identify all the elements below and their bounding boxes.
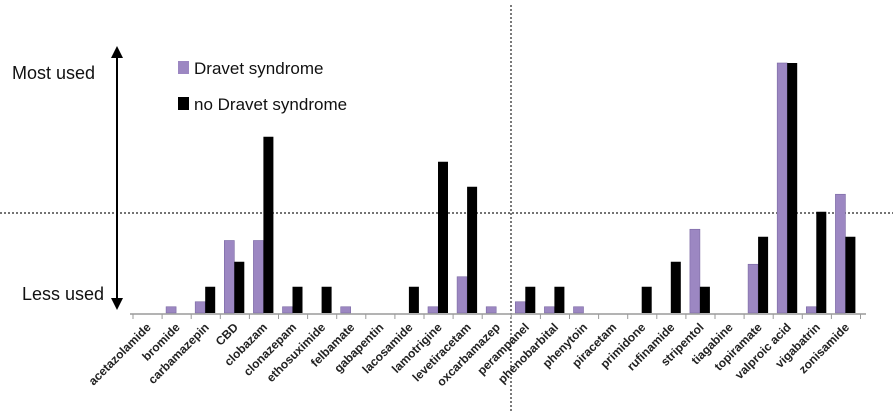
bar-dravet-felbamate [340,306,352,314]
bar-dravet-perampanel [514,301,526,314]
bar-dravet-clobazam [253,240,264,314]
bar-dravet-oxcarbamazep [485,306,497,314]
bar-dravet-levetiracetam [456,276,468,314]
bar-no-dravet-vigabatrin [816,211,827,313]
legend-swatch-dravet [178,61,189,74]
bar-no-dravet-valproic-acid [787,63,798,313]
bar-no-dravet-lamotrigine [438,161,448,313]
bar-no-dravet-perampanel [525,286,536,313]
scale-label-bottom: Less used [22,284,104,304]
bar-dravet-vigabatrin [805,306,817,314]
scale-arrow-top-head [111,46,123,58]
bar-no-dravet-ethosuximide [321,286,332,313]
bar-dravet-topiramate [747,263,759,314]
bar-dravet-cbd [224,240,235,314]
bar-no-dravet-stripentol [699,286,710,313]
bar-dravet-lamotrigine [427,306,439,314]
legend-label-no-dravet: no Dravet syndrome [194,95,347,114]
bar-dravet-phenobarbital [544,306,555,314]
bar-no-dravet-levetiracetam [467,186,478,313]
bar-no-dravet-phenobarbital [554,286,565,313]
bar-no-dravet-primidone [641,286,652,313]
legend-swatch-no-dravet [178,97,189,110]
bar-dravet-clonazepam [282,306,293,314]
bar-dravet-bromide [165,306,177,314]
bar-dravet-zonisamide [835,193,846,314]
bar-dravet-valproic-acid [776,62,788,314]
bar-no-dravet-cbd [234,261,245,313]
bar-dravet-stripentol [689,228,701,314]
bar-dravet-carbamazepin [194,301,206,314]
scale-arrow-bottom-head [111,298,123,310]
bar-no-dravet-clobazam [263,136,274,313]
bar-no-dravet-topiramate [758,236,769,313]
legend-label-dravet: Dravet syndrome [194,59,323,78]
bar-no-dravet-zonisamide [845,236,856,313]
bar-no-dravet-rufinamide [670,261,681,313]
bar-no-dravet-clonazepam [292,286,303,313]
bar-no-dravet-carbamazepin [205,286,216,313]
scale-label-top: Most used [12,63,95,83]
bar-no-dravet-lacosamide [408,286,419,313]
bar-dravet-phenytoin [573,306,584,314]
bars-group [165,62,856,314]
